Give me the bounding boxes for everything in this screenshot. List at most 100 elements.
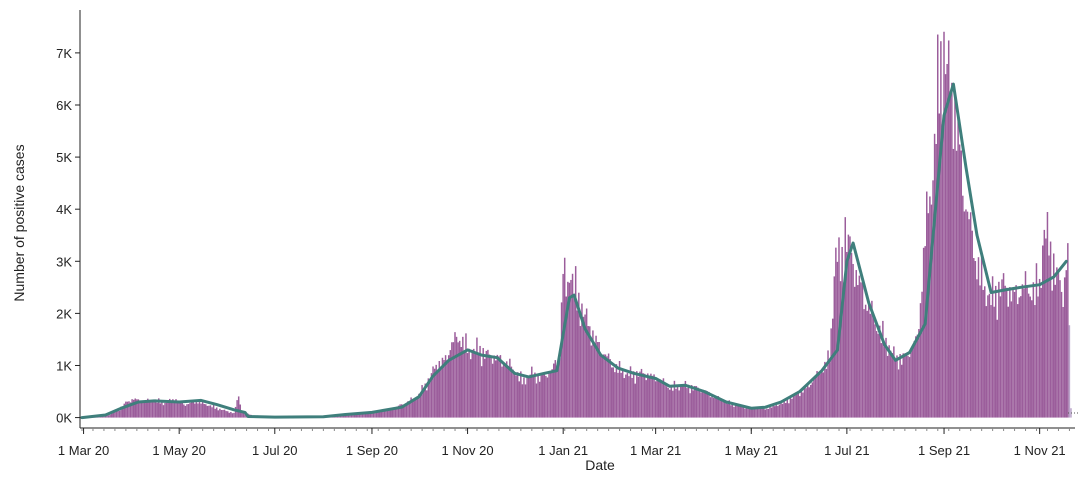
bar [1024, 271, 1027, 418]
bar [632, 371, 635, 418]
bar [410, 397, 412, 418]
bar [661, 382, 663, 418]
bar [128, 401, 130, 418]
bar [203, 404, 205, 418]
bar [609, 359, 611, 418]
bar [922, 247, 925, 418]
bar [835, 247, 837, 418]
bar [805, 388, 807, 418]
bar [167, 402, 169, 418]
bar [1057, 270, 1060, 418]
bar [810, 384, 812, 418]
bar [1068, 325, 1071, 418]
bar [864, 304, 867, 418]
bar [745, 406, 748, 418]
bar [783, 399, 785, 418]
bar [1052, 253, 1055, 418]
bar [654, 381, 657, 418]
bar [902, 353, 904, 418]
bar [244, 412, 246, 418]
bar [919, 303, 922, 418]
bar [803, 387, 806, 418]
bar [1051, 290, 1053, 418]
bar [676, 384, 679, 418]
bar [954, 93, 956, 418]
bar [924, 246, 926, 418]
bar [915, 336, 917, 418]
bar [437, 372, 439, 418]
bar [973, 258, 975, 418]
bar [480, 366, 483, 418]
bar [364, 413, 367, 418]
bar [952, 148, 955, 418]
bar [607, 353, 610, 418]
bar [386, 409, 389, 418]
bar [545, 375, 547, 418]
bar [455, 336, 458, 418]
bar [715, 398, 718, 418]
bar [758, 408, 760, 418]
bar [432, 366, 434, 418]
bar [799, 396, 801, 418]
bar [728, 400, 731, 418]
bar [819, 374, 821, 418]
bar [642, 373, 644, 418]
bar [742, 405, 745, 418]
bar [551, 369, 553, 418]
bar [416, 397, 419, 418]
bar [151, 401, 154, 418]
bar [435, 364, 437, 418]
bar [187, 404, 190, 418]
bar [847, 234, 850, 418]
x-tick-label: 1 Jul 20 [252, 443, 298, 458]
bar [626, 373, 629, 418]
bar [515, 375, 517, 418]
bar [822, 372, 825, 418]
x-tick-label: 1 Sep 20 [346, 443, 398, 458]
bar [424, 383, 426, 418]
bar [147, 398, 149, 418]
bar [379, 411, 381, 418]
bar [233, 412, 235, 418]
bar [389, 408, 392, 418]
bar [189, 402, 191, 418]
bar [100, 416, 102, 418]
bar [667, 387, 669, 418]
bar [962, 195, 964, 418]
bar [897, 369, 900, 418]
bar [694, 385, 696, 418]
bar [988, 293, 991, 418]
bar [488, 354, 491, 418]
bar [910, 348, 912, 418]
bar [126, 401, 129, 418]
bar [154, 399, 157, 418]
bar [933, 133, 936, 418]
bar [101, 416, 104, 418]
x-tick-label: 1 Mar 21 [630, 443, 681, 458]
bar [786, 399, 789, 418]
bar [369, 412, 372, 418]
bar [584, 314, 586, 418]
bar [755, 408, 757, 418]
bar [162, 405, 165, 418]
bar [568, 282, 571, 418]
bar [140, 402, 143, 418]
bar [795, 394, 798, 418]
bar [554, 360, 557, 418]
bar [784, 403, 787, 418]
bar [706, 391, 709, 418]
bar [159, 403, 162, 418]
bar [372, 411, 375, 418]
bar [183, 404, 185, 418]
bar [529, 374, 531, 418]
bar [352, 413, 354, 418]
bar [493, 355, 495, 418]
bar [212, 404, 215, 418]
bar [172, 399, 174, 418]
bar [1054, 284, 1057, 418]
bar [994, 285, 997, 418]
bar [388, 408, 390, 418]
bar [827, 350, 829, 418]
bar [107, 415, 110, 418]
bar [769, 406, 771, 418]
